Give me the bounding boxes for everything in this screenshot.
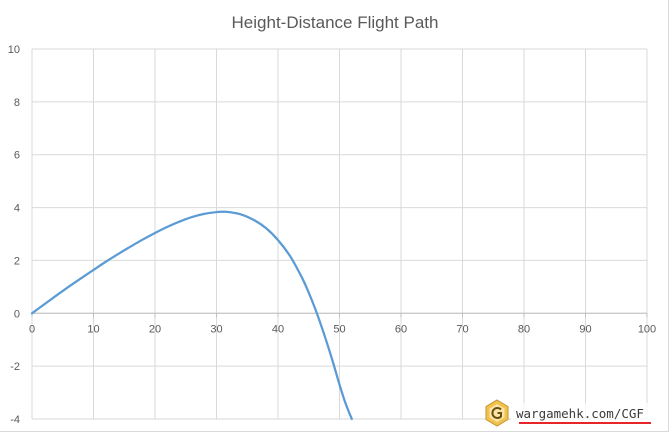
chart-title: Height-Distance Flight Path xyxy=(232,13,439,32)
series-layer xyxy=(30,210,353,421)
y-tick-label: 10 xyxy=(8,44,20,56)
x-tick-label: 30 xyxy=(210,323,222,335)
y-tick-label: -2 xyxy=(10,361,20,373)
tick-labels: 0 10 20 30 40 50 60 70 80 90 100 -4 -2 0 2 4 6 8 10 xyxy=(8,44,656,426)
flight-path-line xyxy=(30,210,353,421)
x-tick-label: 70 xyxy=(456,323,468,335)
y-tick-label: 4 xyxy=(14,203,20,215)
watermark: wargamehk.com/CGF xyxy=(485,399,656,427)
y-tick-label: 8 xyxy=(14,97,20,109)
x-tick-label: 80 xyxy=(518,323,530,335)
gridlines xyxy=(31,48,648,420)
x-tick-label: 60 xyxy=(395,323,407,335)
x-tick-label: 90 xyxy=(579,323,591,335)
y-tick-label: -4 xyxy=(10,414,20,426)
y-tick-label: 0 xyxy=(14,308,20,320)
g-logo-icon xyxy=(485,399,509,427)
x-tick-label: 40 xyxy=(272,323,284,335)
axes xyxy=(31,312,648,318)
x-tick-label: 20 xyxy=(149,323,161,335)
x-tick-label: 0 xyxy=(29,323,35,335)
y-tick-label: 2 xyxy=(14,255,20,267)
x-tick-label: 100 xyxy=(638,323,656,335)
x-tick-label: 50 xyxy=(333,323,345,335)
watermark-text: wargamehk.com/CGF xyxy=(516,406,644,421)
x-tick-label: 10 xyxy=(87,323,99,335)
y-tick-label: 6 xyxy=(14,150,20,162)
